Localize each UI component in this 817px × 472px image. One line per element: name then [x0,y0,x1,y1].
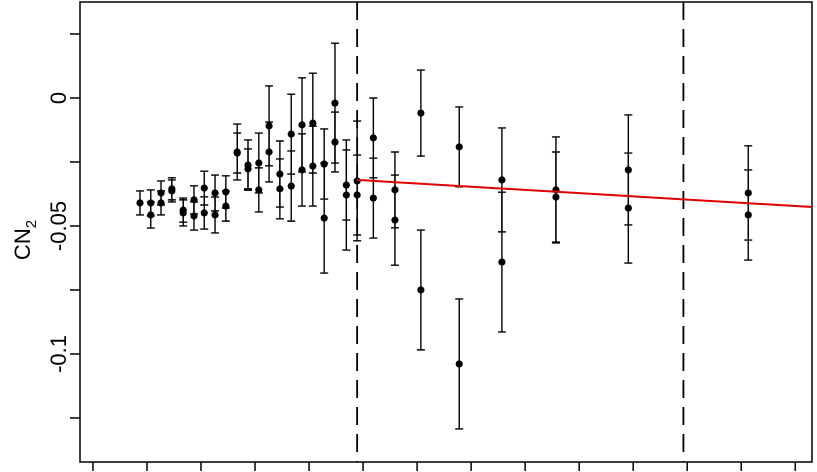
data-point [369,134,377,142]
y-label-sub: 2 [23,220,40,228]
data-point [320,160,328,168]
y-axis-label: CN2 [10,220,40,260]
data-point [255,159,263,167]
data-point [417,286,425,294]
y-label-main: CN [10,228,35,260]
data-point [244,165,252,173]
data-point [498,258,506,266]
data-point [455,360,463,368]
y-tick-label: 0 [46,92,71,104]
plot-frame [79,1,813,463]
data-point [298,166,306,174]
data-point [147,211,155,219]
data-point [369,194,377,202]
data-point [309,162,317,170]
data-point [179,209,187,217]
data-point [498,176,506,184]
data-point [552,193,560,201]
data-point [200,184,208,192]
data-point [168,185,176,193]
data-point [287,182,295,190]
data-point [233,149,241,157]
data-point [417,109,425,117]
data-point [744,211,752,219]
data-point [211,211,219,219]
data-point [353,191,361,199]
data-point [455,143,463,151]
data-point [624,204,632,212]
data-point [320,214,328,222]
data-point [391,216,399,224]
data-point [157,199,165,207]
data-point [331,99,339,107]
data-point [276,185,284,193]
data-point [309,119,317,127]
data-point [190,212,198,220]
data-point [222,202,230,210]
data-point [331,138,339,146]
data-point [211,189,219,197]
y-tick-label: -0.05 [46,201,71,251]
data-point [342,191,350,199]
data-point [265,148,273,156]
data-point [298,121,306,129]
data-point [136,199,144,207]
y-tick-label: -0.1 [46,335,71,373]
data-point [287,130,295,138]
data-point [255,186,263,194]
data-point [200,209,208,217]
fit-line [357,178,813,209]
